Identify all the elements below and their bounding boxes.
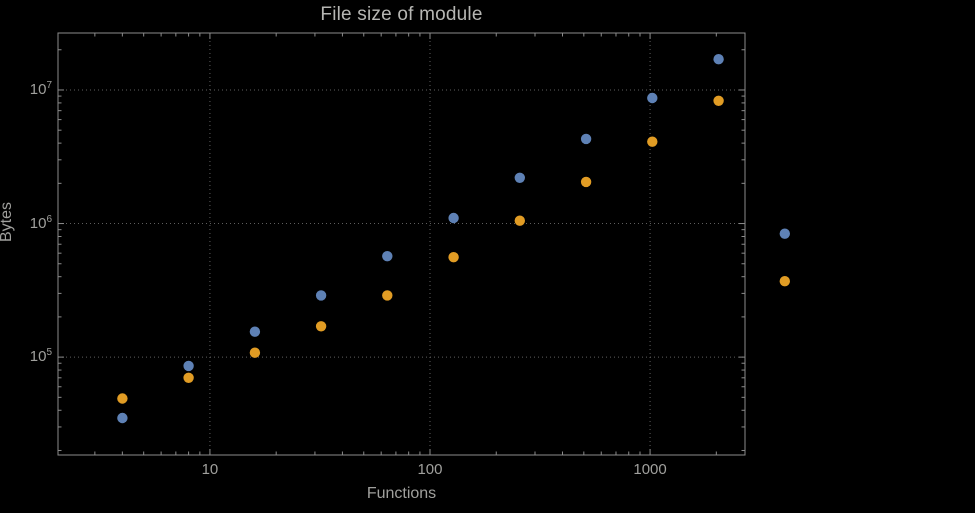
y-tick-label: 107 [29,79,52,98]
scatter-point-series-2-orange [713,95,724,107]
x-tick-label: 100 [417,461,443,478]
scatter-point-series-2-orange [580,176,592,188]
y-tick-label: 106 [29,213,52,232]
scatter-point-series-1-blue [580,133,592,145]
plot-frame [57,32,746,456]
scatter-point-series-2-orange [448,252,459,263]
scatter-point-series-1-blue [713,54,724,65]
scatter-point-series-1-blue [117,412,128,424]
scatter-point-series-2-orange [647,136,658,147]
scatter-point-series-2-orange [183,372,194,383]
scatter-point-series-1-blue [779,228,790,239]
scatter-point-series-1-blue [647,92,658,104]
scatter-point-series-2-orange [382,290,393,301]
scatter-point-series-2-orange [117,393,128,404]
x-tick-label: 10 [201,461,219,478]
scatter-point-series-1-blue [448,212,459,224]
scatter-point-series-2-orange [315,321,327,332]
chart-title: File size of module [320,4,483,25]
x-tick-label: 1000 [633,461,667,478]
scatter-point-series-1-blue [183,360,194,372]
scatter-point-series-1-blue [315,290,327,301]
scatter-point-series-1-blue [514,172,525,183]
scatter-point-series-2-orange [779,276,790,287]
scatter-point-series-1-blue [382,251,393,262]
y-tick-label: 105 [29,347,52,366]
x-axis-label: Functions [366,485,437,502]
scatter-point-series-2-orange [514,215,525,226]
scatter-point-series-1-blue [249,326,261,337]
scatter-point-series-2-orange [249,347,261,358]
